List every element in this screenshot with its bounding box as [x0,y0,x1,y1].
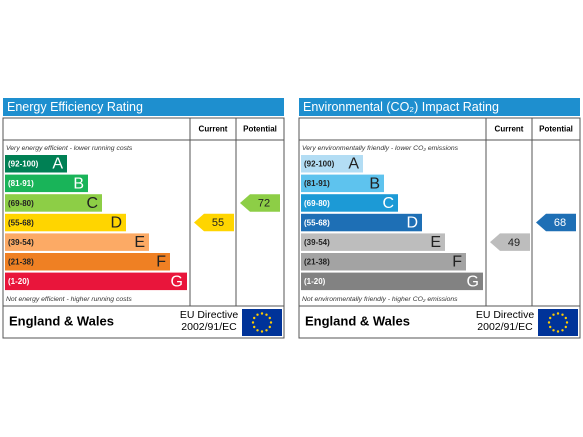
directive-text: EU Directive [476,309,535,321]
band-letter: E [430,234,441,251]
band-range: (55-68) [304,218,330,227]
rating-value: 72 [258,198,270,210]
rating-band [301,253,466,271]
eu-star [547,321,551,324]
rating-band [301,155,363,173]
eu-star [549,325,552,329]
eu-star [265,313,268,316]
band-letter: F [452,254,462,271]
eu-star [564,316,567,320]
eu-star [256,313,259,316]
directive-text: EU Directive [180,309,239,321]
directive-text: 2002/91/EC [477,321,533,333]
eu-star [268,325,271,329]
rating-band [301,174,384,193]
eu-star [260,330,264,333]
band-letter: F [156,254,166,271]
column-header: Potential [243,125,277,134]
rating-band [5,233,149,251]
rating-band [5,155,67,173]
footer-country: England & Wales [9,313,114,328]
rating-band [5,194,102,212]
column-header: Current [495,125,524,134]
band-range: (21-38) [304,258,330,267]
column-header: Potential [539,125,573,134]
rating-value: 55 [212,217,224,229]
eu-star [256,329,259,332]
band-range: (81-91) [8,179,34,188]
bottom-note: Not energy efficient - higher running co… [6,296,132,303]
band-letter: D [406,215,418,232]
band-range: (69-80) [304,199,330,208]
eu-star [253,316,256,320]
eu-star [260,312,264,315]
band-letter: A [52,156,63,173]
rating-band [301,233,445,251]
rating-band [301,213,422,232]
eu-star [561,313,564,316]
band-range: (1-20) [8,277,30,286]
band-letter: G [171,273,183,290]
rating-value: 68 [554,217,566,229]
rating-band [301,272,483,291]
eu-star [268,316,271,320]
rating-band [5,174,88,193]
column-header: Current [199,125,228,134]
band-range: (92-100) [8,160,39,169]
eu-star [564,325,567,329]
panel-title: Environmental (CO₂) Impact Rating [303,100,499,114]
directive-text: 2002/91/EC [181,321,237,333]
title-bar [299,98,580,116]
band-letter: E [134,234,145,251]
footer-country: England & Wales [305,313,410,328]
eu-star [552,313,555,316]
band-range: (92-100) [304,160,335,169]
band-range: (81-91) [304,179,330,188]
band-range: (1-20) [304,277,326,286]
eu-star [265,329,268,332]
eu-star [251,321,255,324]
rating-arrow [240,194,280,212]
band-letter: C [86,195,98,212]
panel-title: Energy Efficiency Rating [7,100,143,114]
rating-arrow [490,233,530,251]
rating-arrow [194,213,234,232]
eu-star [565,321,569,324]
top-note: Very environmentally friendly - lower CO… [302,145,459,152]
rating-value: 49 [508,237,520,249]
top-note: Very energy efficient - lower running co… [6,145,133,152]
rating-band [5,272,187,291]
band-range: (21-38) [8,258,34,267]
rating-band [301,194,398,212]
band-letter: B [369,175,380,192]
band-letter: D [110,215,122,232]
eu-star [556,312,560,315]
rating-band [5,213,126,232]
band-letter: B [73,175,84,192]
eu-star [552,329,555,332]
eu-star [269,321,273,324]
eu-star [253,325,256,329]
eu-star [556,330,560,333]
rating-arrow [536,213,576,232]
eu-star [549,316,552,320]
band-range: (55-68) [8,218,34,227]
band-letter: G [467,273,479,290]
rating-band [5,253,170,271]
band-range: (39-54) [304,238,330,247]
band-letter: C [382,195,394,212]
bottom-note: Not environmentally friendly - higher CO… [302,296,458,303]
eu-star [561,329,564,332]
title-bar [3,98,284,116]
band-range: (39-54) [8,238,34,247]
band-range: (69-80) [8,199,34,208]
band-letter: A [348,156,359,173]
